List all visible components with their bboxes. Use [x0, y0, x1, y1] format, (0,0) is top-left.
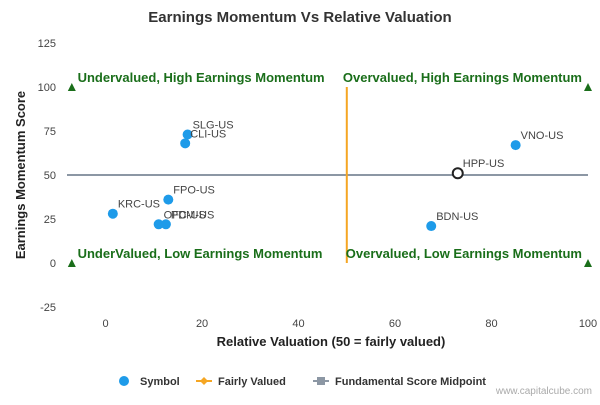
x-tick-label: 0 — [103, 318, 109, 330]
y-tick-label: 50 — [44, 170, 56, 182]
x-tick-label: 80 — [485, 318, 497, 330]
y-tick-label: 25 — [44, 214, 56, 226]
data-point-label: FPO-US — [173, 185, 215, 197]
data-point — [160, 219, 171, 230]
data-point — [180, 138, 191, 149]
y-tick-label: 0 — [50, 258, 56, 270]
y-tick-label: -25 — [40, 302, 56, 314]
data-point-label: SLG-US — [193, 120, 234, 132]
reference-lines — [67, 87, 588, 263]
quadrant-label: Overvalued, High Earnings Momentum — [343, 70, 582, 85]
data-point — [426, 221, 437, 232]
data-point-label: VNO-US — [521, 130, 564, 142]
data-point-label: HPP-US — [463, 158, 505, 170]
x-tick-label: 60 — [389, 318, 401, 330]
data-point-label: CLI-US — [190, 128, 226, 140]
data-point-label: BDN-US — [436, 211, 478, 223]
x-tick-label: 40 — [292, 318, 304, 330]
quadrant-label: UnderValued, Low Earnings Momentum — [78, 246, 323, 261]
legend-square-marker — [317, 377, 325, 385]
y-axis-label: Earnings Momentum Score — [13, 91, 28, 259]
data-point-label: OFC-US — [164, 209, 206, 221]
legend: Symbol Fairly Valued Fundamental Score Mid… — [119, 376, 486, 388]
legend-symbol-marker — [119, 376, 129, 386]
data-point-label: PDM-US — [171, 209, 214, 221]
y-tick-label: 75 — [44, 126, 56, 138]
legend-label: Fundamental Score Midpoint — [335, 376, 486, 388]
watermark: www.capitalcube.com — [495, 386, 592, 397]
y-axis-ticks: -25 0 25 50 75 100 125 — [38, 38, 56, 314]
chart-title: Earnings Momentum Vs Relative Valuation — [148, 9, 451, 26]
corner-triangle-marker — [67, 259, 76, 267]
data-point-highlighted — [451, 167, 464, 180]
data-point — [163, 194, 174, 205]
quadrant-label: Undervalued, High Earnings Momentum — [78, 70, 325, 85]
x-axis-ticks: 0 20 40 60 80 100 — [103, 318, 598, 330]
x-tick-label: 100 — [579, 318, 597, 330]
y-tick-label: 100 — [38, 82, 56, 94]
data-point — [182, 129, 193, 140]
legend-diamond-marker — [200, 377, 208, 385]
data-point — [153, 219, 164, 230]
corner-markers — [67, 83, 592, 267]
x-tick-label: 20 — [196, 318, 208, 330]
y-tick-label: 125 — [38, 38, 56, 50]
data-point-label: KRC-US — [118, 199, 160, 211]
legend-label: Fairly Valued — [218, 376, 286, 388]
x-axis-label: Relative Valuation (50 = fairly valued) — [217, 334, 446, 349]
data-point — [107, 208, 118, 219]
corner-triangle-marker — [67, 83, 76, 91]
corner-triangle-marker — [584, 259, 592, 267]
legend-label: Symbol — [140, 376, 180, 388]
data-point — [510, 140, 521, 151]
corner-triangle-marker — [584, 83, 592, 91]
quadrant-labels: Undervalued, High Earnings Momentum Overv… — [78, 70, 582, 261]
quadrant-label: Overvalued, Low Earnings Momentum — [346, 246, 582, 261]
